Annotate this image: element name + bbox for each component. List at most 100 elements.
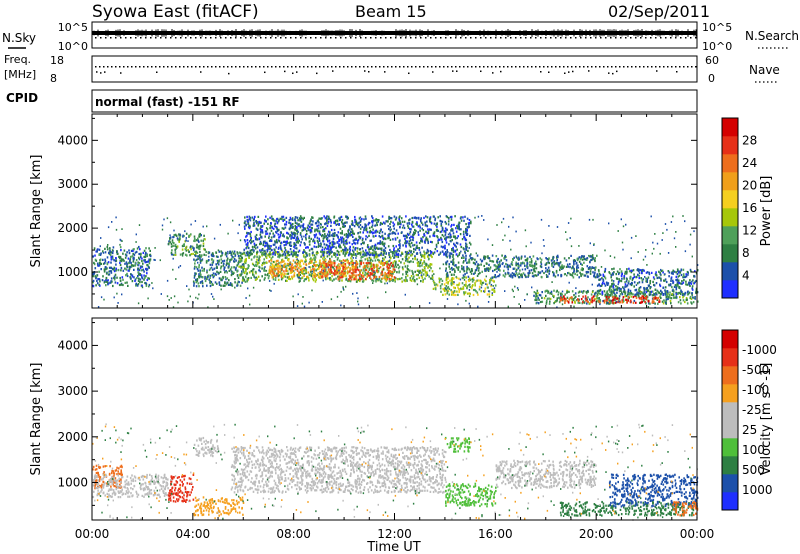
data-cell bbox=[283, 218, 286, 221]
data-cell bbox=[667, 296, 669, 299]
data-cell bbox=[499, 265, 501, 268]
data-cell bbox=[412, 272, 414, 275]
freq-sample bbox=[259, 66, 261, 68]
data-cell bbox=[317, 245, 319, 248]
data-cell bbox=[311, 216, 313, 219]
data-cell bbox=[274, 253, 276, 256]
data-cell bbox=[272, 253, 274, 256]
data-cell bbox=[320, 250, 322, 253]
data-cell bbox=[334, 252, 337, 255]
data-cell bbox=[330, 221, 332, 224]
data-cell bbox=[463, 275, 466, 279]
data-cell bbox=[190, 248, 192, 251]
data-cell bbox=[124, 253, 127, 256]
data-cell bbox=[401, 280, 403, 283]
data-cell bbox=[345, 252, 347, 255]
data-cell bbox=[344, 254, 346, 258]
data-cell bbox=[293, 274, 295, 277]
data-cell bbox=[253, 223, 255, 226]
data-cell bbox=[465, 243, 468, 246]
data-cell bbox=[573, 261, 575, 264]
data-cell bbox=[98, 253, 100, 256]
data-cell bbox=[587, 296, 589, 299]
data-cell bbox=[196, 267, 199, 271]
data-cell bbox=[271, 255, 274, 258]
nave-tick-top: 60 bbox=[705, 54, 719, 67]
data-cell bbox=[420, 221, 423, 224]
data-cell bbox=[400, 254, 402, 257]
nsearch-sample bbox=[185, 37, 187, 39]
data-cell bbox=[127, 257, 130, 260]
data-cell bbox=[264, 230, 267, 233]
data-cell bbox=[496, 267, 498, 270]
nave-sample bbox=[548, 71, 550, 73]
nsearch-sample bbox=[425, 37, 427, 39]
data-cell bbox=[413, 279, 416, 282]
data-cell bbox=[418, 247, 420, 250]
data-cell bbox=[231, 272, 233, 275]
data-cell bbox=[228, 263, 230, 266]
data-cell bbox=[581, 273, 584, 276]
data-cell bbox=[390, 220, 392, 223]
data-cell bbox=[284, 254, 286, 257]
data-cell bbox=[609, 290, 611, 293]
data-cell bbox=[321, 235, 323, 238]
data-cell bbox=[370, 239, 372, 242]
data-cell bbox=[344, 253, 346, 256]
data-cell bbox=[296, 222, 298, 225]
data-cell bbox=[231, 284, 234, 287]
data-cell bbox=[345, 240, 348, 244]
data-cell bbox=[113, 276, 115, 280]
data-cell bbox=[241, 279, 244, 282]
data-cell bbox=[416, 223, 418, 226]
data-cell bbox=[460, 219, 463, 222]
data-cell bbox=[436, 250, 439, 253]
data-cell bbox=[300, 235, 303, 238]
data-cell bbox=[269, 224, 272, 227]
data-cell bbox=[392, 238, 394, 241]
data-cell bbox=[261, 225, 264, 228]
data-cell bbox=[268, 269, 271, 272]
data-cell bbox=[374, 243, 377, 246]
data-cell bbox=[372, 228, 374, 231]
data-cell bbox=[264, 252, 267, 255]
nave-label: Nave bbox=[749, 63, 780, 77]
freq-sample bbox=[575, 66, 577, 68]
data-cell bbox=[132, 258, 135, 261]
data-cell bbox=[445, 285, 448, 288]
data-cell bbox=[444, 237, 446, 240]
nsearch-sample bbox=[350, 37, 352, 39]
data-cell bbox=[462, 266, 465, 269]
data-cell bbox=[297, 259, 300, 262]
data-cell bbox=[399, 221, 401, 224]
data-cell bbox=[453, 289, 456, 293]
data-cell bbox=[360, 219, 362, 222]
data-cell bbox=[339, 227, 342, 230]
data-cell bbox=[323, 243, 326, 246]
data-cell bbox=[367, 265, 369, 268]
data-cell bbox=[474, 269, 477, 272]
data-cell bbox=[501, 254, 503, 257]
data-cell bbox=[509, 265, 512, 268]
data-cell bbox=[382, 236, 384, 239]
data-cell bbox=[370, 253, 372, 256]
data-cell bbox=[234, 254, 237, 257]
freq-sample bbox=[639, 66, 641, 68]
freq-sample bbox=[175, 66, 177, 68]
data-cell bbox=[271, 266, 274, 269]
data-cell bbox=[352, 235, 354, 238]
data-cell bbox=[433, 231, 436, 234]
data-cell bbox=[380, 272, 382, 275]
data-cell bbox=[372, 253, 374, 257]
data-cell bbox=[426, 248, 429, 251]
data-cell bbox=[387, 260, 389, 263]
freq-sample bbox=[539, 66, 541, 68]
data-cell bbox=[319, 272, 322, 275]
data-cell bbox=[349, 270, 351, 273]
data-cell bbox=[489, 266, 492, 269]
data-cell bbox=[474, 263, 477, 266]
data-cell bbox=[671, 292, 673, 296]
data-cell bbox=[448, 263, 451, 266]
data-cell bbox=[137, 279, 140, 283]
data-cell bbox=[448, 293, 450, 296]
